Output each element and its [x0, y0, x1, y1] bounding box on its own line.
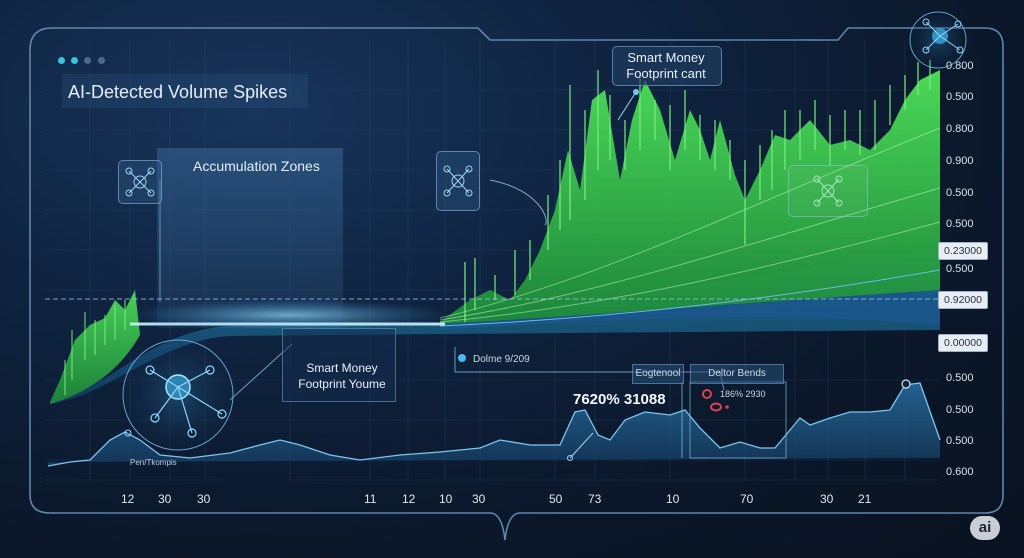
y-tick: 0.900	[946, 155, 974, 167]
x-tick: 21	[858, 492, 872, 506]
level-pill[interactable]: 0.23000	[938, 242, 988, 260]
y-tick: 0.500	[946, 404, 974, 416]
x-tick: 10	[666, 492, 680, 506]
level-pill[interactable]: 0.92000	[938, 291, 988, 309]
blue-volume-bars	[130, 205, 450, 330]
network-node-icon[interactable]	[118, 160, 162, 204]
x-tick: 10	[439, 492, 453, 506]
y-tick: 0.800	[946, 60, 974, 72]
alert-icon	[702, 389, 729, 412]
smart-money-label-bottom: Smart Money Footprint Youme	[298, 361, 386, 391]
network-orb-top-icon	[909, 11, 967, 69]
tiny-label: Pen/Tkompis	[130, 458, 177, 467]
y-tick: 0.500	[946, 435, 974, 447]
big-value: 7620% 31088	[573, 391, 666, 408]
x-tick: 12	[121, 492, 135, 506]
x-tick: 30	[197, 492, 211, 506]
y-tick: 0.500	[946, 187, 974, 199]
network-node-icon-3[interactable]	[788, 165, 868, 217]
mini-panel-eogtenool[interactable]: Eogtenool	[632, 364, 684, 384]
x-tick: 73	[588, 492, 602, 506]
chart-title: AI-Detected Volume Spikes	[68, 82, 288, 102]
x-tick: 30	[472, 492, 486, 506]
alert-value: 186% 2930	[720, 389, 766, 399]
window-dot-4	[98, 57, 105, 64]
title-backdrop	[62, 74, 308, 108]
smart-money-callout-top	[612, 46, 722, 86]
frame	[29, 27, 1004, 541]
window-dot-1	[58, 57, 65, 64]
x-tick: 30	[158, 492, 172, 506]
y-tick: 0.500	[946, 372, 974, 384]
y-tick: 0.500	[946, 263, 974, 275]
level-pill[interactable]: 0.00000	[938, 334, 988, 352]
y-tick: 0.800	[946, 123, 974, 135]
dolme-dot	[458, 354, 466, 362]
accumulation-zones-label: Accumulation Zones	[193, 158, 320, 174]
smart-money-label-top: Smart Money Footprint cant	[626, 50, 706, 81]
green-spikes	[464, 60, 931, 322]
y-tick: 0.500	[946, 218, 974, 230]
dolme-label: Dolme 9/209	[473, 354, 530, 365]
x-tick: 30	[820, 492, 834, 506]
y-tick: 0.600	[946, 466, 974, 478]
mini-panel-deltor-bends[interactable]: Deltor Bends	[690, 364, 784, 384]
smart-money-callout-bottom	[282, 328, 396, 402]
window-dot-2	[71, 57, 78, 64]
x-tick: 50	[549, 492, 563, 506]
network-orb-icon	[122, 339, 234, 451]
network-node-icon-2[interactable]	[436, 151, 480, 211]
ai-badge[interactable]: ai	[970, 516, 1000, 540]
y-tick: 0.500	[946, 91, 974, 103]
x-tick: 12	[402, 492, 416, 506]
window-dot-3	[84, 57, 91, 64]
x-tick: 70	[740, 492, 754, 506]
x-tick: 11	[364, 492, 377, 506]
accumulation-zone-panel	[157, 148, 343, 328]
